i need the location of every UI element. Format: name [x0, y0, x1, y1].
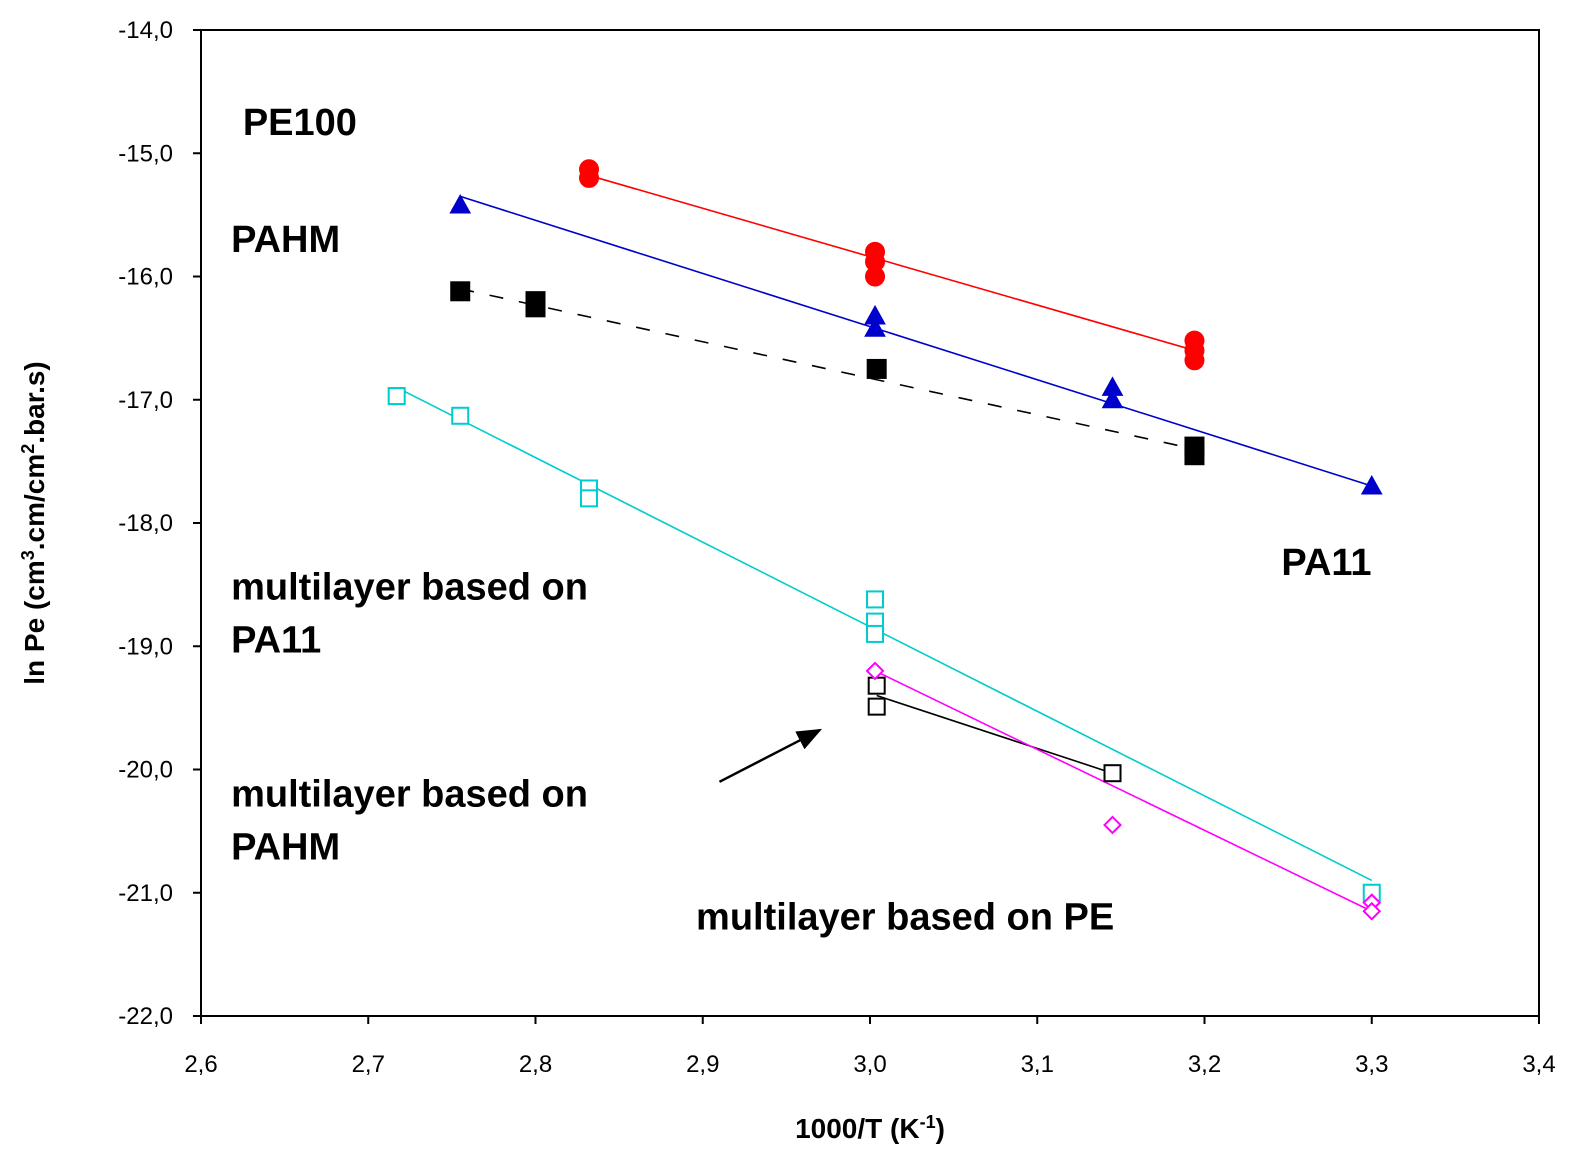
y-tick-label: -20,0 — [118, 757, 173, 784]
annotation-label: PA11 — [231, 619, 321, 661]
data-point-multilayer-based-on-pahm — [1103, 764, 1122, 783]
data-point-multilayer-based-on-pahm — [867, 676, 886, 695]
x-tick-label: 2,6 — [184, 1051, 217, 1078]
data-point-pahm — [525, 297, 546, 318]
y-tick-label: -19,0 — [118, 633, 173, 660]
annotation-label: PAHM — [231, 219, 340, 261]
fit-line-pe100 — [588, 174, 1195, 352]
annotation-label: PE100 — [243, 102, 357, 144]
x-tick-label: 2,7 — [352, 1051, 385, 1078]
data-point-multilayer-based-on-pa11 — [451, 406, 470, 425]
y-tick-label: -22,0 — [118, 1003, 173, 1030]
fit-line-multilayer-based-on-pa11 — [396, 386, 1373, 882]
fit-line-pahm — [460, 288, 1195, 450]
data-point-pe100 — [865, 266, 886, 287]
data-point-pa11 — [449, 193, 472, 214]
y-tick-label: -21,0 — [118, 880, 173, 907]
x-tick-label: 2,8 — [519, 1051, 552, 1078]
y-tick-label: -18,0 — [118, 510, 173, 537]
data-point-pa11 — [1101, 388, 1124, 409]
x-tick-label: 3,4 — [1522, 1051, 1555, 1078]
x-tick-label: 3,0 — [853, 1051, 886, 1078]
annotation-arrow — [718, 728, 823, 783]
x-tick-label: 3,1 — [1021, 1051, 1054, 1078]
x-tick-label: 2,9 — [686, 1051, 719, 1078]
data-point-multilayer-based-on-pa11 — [866, 590, 885, 609]
data-point-pa11 — [864, 317, 886, 337]
data-point-multilayer-based-on-pe — [1362, 901, 1382, 921]
y-tick-label: -14,0 — [118, 17, 173, 44]
plot-area-frame — [200, 29, 1540, 1017]
x-tick-label: 3,3 — [1355, 1051, 1388, 1078]
annotation-label: PAHM — [231, 826, 340, 868]
fit-line-multilayer-based-on-pe — [874, 670, 1373, 912]
annotation-label: multilayer based on PE — [696, 897, 1114, 939]
data-point-multilayer-based-on-pa11 — [387, 387, 406, 406]
y-tick-label: -16,0 — [118, 264, 173, 291]
data-point-pahm — [1184, 445, 1205, 466]
y-tick-label: -17,0 — [118, 387, 173, 414]
data-point-multilayer-based-on-pe — [1103, 815, 1122, 835]
y-axis-title: ln Pe (cm3.cm/cm2.bar.s) — [18, 361, 50, 685]
y-tick-label: -15,0 — [118, 140, 173, 167]
annotation-label: PA11 — [1281, 542, 1371, 584]
data-point-pa11 — [1360, 474, 1383, 495]
annotation-label: multilayer based on — [231, 566, 588, 608]
data-point-multilayer-based-on-pa11 — [866, 624, 885, 643]
data-point-multilayer-based-on-pa11 — [580, 489, 599, 508]
annotation-label: multilayer based on — [231, 773, 588, 815]
data-point-pe100 — [1184, 350, 1205, 371]
data-point-pe100 — [579, 167, 600, 188]
x-tick-label: 3,2 — [1188, 1051, 1221, 1078]
data-point-pahm — [450, 281, 471, 302]
fit-line-multilayer-based-on-pahm — [876, 694, 1113, 774]
x-axis-title: 1000/T (K-1) — [795, 1112, 945, 1144]
data-point-multilayer-based-on-pe — [865, 661, 885, 681]
data-point-multilayer-based-on-pahm — [867, 697, 886, 716]
fit-line-pa11 — [459, 195, 1372, 487]
data-point-pahm — [866, 358, 887, 379]
